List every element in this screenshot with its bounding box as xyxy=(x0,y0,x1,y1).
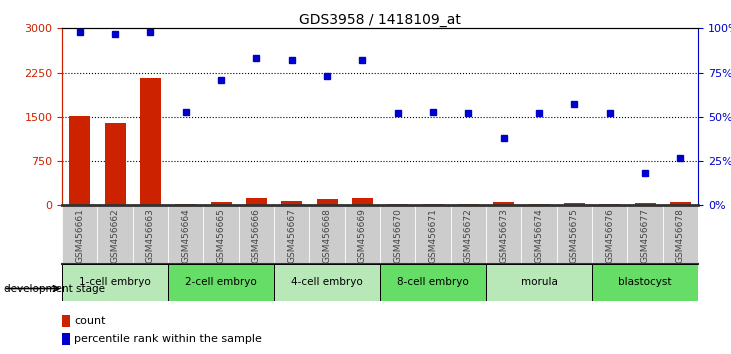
Bar xyxy=(140,79,161,205)
Text: percentile rank within the sample: percentile rank within the sample xyxy=(75,334,262,344)
Text: GSM456661: GSM456661 xyxy=(75,208,84,263)
Text: blastocyst: blastocyst xyxy=(618,277,672,287)
Text: GSM456672: GSM456672 xyxy=(464,208,473,263)
Bar xyxy=(352,198,373,205)
Text: GSM456666: GSM456666 xyxy=(252,208,261,263)
Bar xyxy=(105,123,126,205)
Bar xyxy=(69,116,91,205)
Text: GSM456670: GSM456670 xyxy=(393,208,402,263)
Bar xyxy=(211,202,232,205)
Text: GSM456662: GSM456662 xyxy=(110,208,120,263)
Text: GSM456665: GSM456665 xyxy=(216,208,226,263)
Text: morula: morula xyxy=(520,277,558,287)
Bar xyxy=(493,202,515,205)
Bar xyxy=(274,264,380,301)
Bar xyxy=(380,264,486,301)
Text: 1-cell embryo: 1-cell embryo xyxy=(79,277,151,287)
Bar xyxy=(592,264,698,301)
Bar xyxy=(62,264,168,301)
Text: GSM456669: GSM456669 xyxy=(358,208,367,263)
Title: GDS3958 / 1418109_at: GDS3958 / 1418109_at xyxy=(299,13,461,27)
Text: GSM456667: GSM456667 xyxy=(287,208,296,263)
Bar xyxy=(564,203,585,205)
Text: 4-cell embryo: 4-cell embryo xyxy=(291,277,363,287)
Text: GSM456675: GSM456675 xyxy=(570,208,579,263)
Text: GSM456678: GSM456678 xyxy=(676,208,685,263)
Text: GSM456663: GSM456663 xyxy=(146,208,155,263)
Bar xyxy=(599,204,621,205)
Text: GSM456668: GSM456668 xyxy=(322,208,332,263)
Bar xyxy=(317,199,338,205)
Text: GSM456671: GSM456671 xyxy=(428,208,438,263)
Bar xyxy=(62,315,70,327)
Text: GSM456676: GSM456676 xyxy=(605,208,614,263)
Bar xyxy=(281,201,303,205)
Bar xyxy=(246,198,267,205)
Text: count: count xyxy=(75,316,106,326)
Bar xyxy=(62,333,70,345)
Bar xyxy=(168,264,274,301)
Text: development stage: development stage xyxy=(4,284,105,293)
Bar xyxy=(486,264,592,301)
Text: GSM456677: GSM456677 xyxy=(640,208,650,263)
Bar xyxy=(670,202,691,205)
Text: GSM456664: GSM456664 xyxy=(181,208,190,263)
Bar xyxy=(635,202,656,205)
Text: GSM456674: GSM456674 xyxy=(534,208,544,263)
Text: 2-cell embryo: 2-cell embryo xyxy=(185,277,257,287)
Text: GSM456673: GSM456673 xyxy=(499,208,508,263)
Text: 8-cell embryo: 8-cell embryo xyxy=(397,277,469,287)
